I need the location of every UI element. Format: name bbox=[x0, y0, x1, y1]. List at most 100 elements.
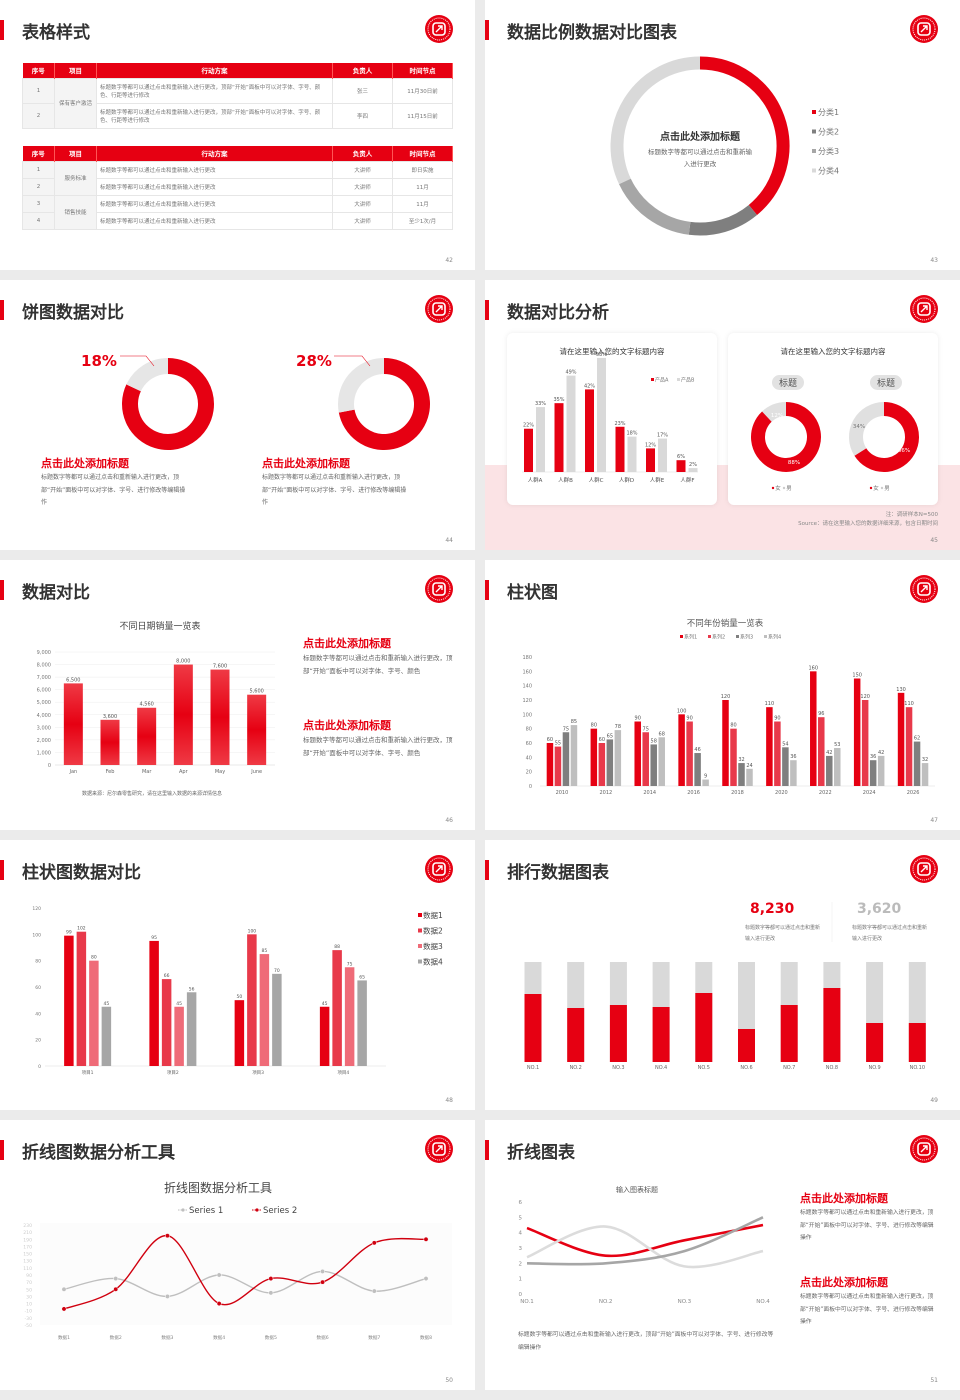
title-accent-bar bbox=[485, 20, 489, 40]
data-point bbox=[320, 1268, 326, 1274]
plot-area bbox=[40, 1223, 452, 1325]
legend-label: 分类4 bbox=[818, 166, 839, 176]
red-seal-logo-icon bbox=[910, 295, 938, 323]
legend-label: 数据3 bbox=[423, 941, 443, 951]
card-title: 请在这里输入您的文字标题内容 bbox=[780, 347, 886, 356]
legend-dot bbox=[869, 486, 873, 490]
slide-44[interactable]: 饼图数据对比 44 18% 28% 点击此处添加标题 标题数字等都可以通过点击和重新输入进… bbox=[0, 280, 475, 550]
red-seal-logo-icon bbox=[910, 1135, 938, 1163]
y-tick-label: 50 bbox=[26, 1287, 32, 1293]
title-accent-bar bbox=[0, 1140, 4, 1160]
logo-square bbox=[917, 22, 931, 36]
donut-label-pill: 标题 bbox=[870, 375, 903, 390]
bar bbox=[597, 357, 606, 472]
logo-square bbox=[432, 302, 446, 316]
donut-slice bbox=[122, 358, 214, 450]
bar bbox=[913, 741, 921, 786]
bar bbox=[332, 950, 342, 1066]
bar bbox=[897, 692, 905, 786]
source-note: Source：请在这里输入您的数据详细来源，包含日期时间 bbox=[798, 521, 938, 527]
category-label: Mar bbox=[142, 769, 152, 775]
y-tick-label: 6,000 bbox=[37, 688, 51, 694]
column-header: 负责人 bbox=[332, 146, 393, 161]
data-label: 24 bbox=[746, 763, 752, 769]
logo-ring bbox=[427, 857, 451, 881]
data-label: 75 bbox=[347, 961, 353, 967]
y-tick-label: 70 bbox=[26, 1280, 32, 1286]
y-tick-label: 110 bbox=[23, 1266, 32, 1272]
logo-square bbox=[917, 1142, 931, 1156]
legend-swatch bbox=[418, 959, 422, 964]
slide-49[interactable]: 排行数据图表 49 NO.1 NO.2 NO.3 NO.4 NO.5 NO.6 NO.7 NO.8… bbox=[485, 840, 960, 1110]
y-tick-label: 5 bbox=[519, 1215, 523, 1221]
category-label: NO.5 bbox=[698, 1065, 710, 1071]
page-number: 43 bbox=[930, 257, 938, 264]
donut-slice bbox=[762, 402, 787, 423]
bar bbox=[585, 389, 594, 472]
logo-ring bbox=[912, 1137, 936, 1161]
y-tick-label: 1 bbox=[519, 1277, 523, 1283]
bar bbox=[676, 460, 686, 472]
slide-45[interactable]: 数据对比分析 45 请在这里输入您的文字标题内容 请在这里输入您的文字标题内容 22% 3… bbox=[485, 280, 960, 550]
red-seal-logo-icon bbox=[910, 15, 938, 43]
red-seal-logo-icon bbox=[425, 295, 453, 323]
slide-title: 饼图数据对比 bbox=[22, 303, 124, 323]
page-number: 42 bbox=[445, 257, 453, 264]
bar bbox=[834, 748, 841, 786]
category-label: NO.3 bbox=[678, 1299, 692, 1305]
y-tick-label: 20 bbox=[526, 770, 532, 776]
data-label: 34% bbox=[853, 424, 865, 430]
bar bbox=[634, 721, 641, 786]
data-label: 120 bbox=[860, 694, 870, 700]
data-label: 3,600 bbox=[103, 714, 117, 720]
column-header: 项目 bbox=[54, 63, 97, 78]
y-tick-label: 30 bbox=[26, 1294, 32, 1300]
slide-43[interactable]: 数据比例数据对比图表 43 分类1 分类2 分类3 分类4 点击此处添加标题 标题数字等都可以… bbox=[485, 0, 960, 270]
slide-48[interactable]: 柱状图数据对比 48 0 20 40 60 80 100 120 99 102 80 45 项目1 95 66… bbox=[0, 840, 475, 1110]
legend-dot bbox=[255, 1208, 259, 1212]
data-label: 80 bbox=[730, 723, 736, 729]
bar bbox=[606, 739, 614, 786]
y-tick-label: 0 bbox=[38, 1064, 41, 1070]
series-line bbox=[526, 1216, 764, 1266]
bar bbox=[782, 747, 789, 786]
bar bbox=[921, 763, 929, 786]
legend-label: 分类2 bbox=[818, 127, 839, 137]
slide-47[interactable]: 柱状图 47 不同年份销量一览表 系列1 系列2 系列3 系列4 0 20 40 60 80 100 12… bbox=[485, 560, 960, 830]
series-line bbox=[63, 1270, 427, 1298]
leader-line bbox=[334, 355, 371, 367]
donut-label-pill: 标题 bbox=[772, 375, 805, 390]
page-number: 44 bbox=[445, 537, 453, 544]
bar bbox=[319, 1006, 330, 1066]
bar bbox=[694, 753, 701, 786]
data-label: 65 bbox=[607, 733, 613, 739]
legend-swatch bbox=[651, 378, 654, 381]
bar bbox=[570, 725, 578, 786]
bar bbox=[186, 992, 197, 1066]
logo-ring bbox=[427, 1137, 451, 1161]
bar bbox=[590, 728, 598, 786]
donut-slice bbox=[688, 204, 758, 236]
slide-51[interactable]: 折线图表 51 输入图表标题 0 1 2 3 4 5 6 NO.1 NO.2 NO.3 NO.4 标题数字等… bbox=[485, 1120, 960, 1390]
logo-glyph bbox=[920, 1145, 928, 1153]
table-header-row: 序号 项目 行动方案 负责人 时间节点 bbox=[22, 146, 453, 161]
y-tick-label: -50 bbox=[24, 1323, 32, 1329]
chart-layer: 0 20 40 60 80 100 120 99 102 80 45 项目1 95 66 45 56 项目2 50… bbox=[32, 906, 443, 1076]
logo-ring bbox=[912, 577, 936, 601]
bar bbox=[746, 768, 753, 786]
legend-label: 数据2 bbox=[423, 926, 443, 936]
bar bbox=[63, 683, 83, 765]
slide-46[interactable]: 数据对比 46 不同日期销量一览表 0 1,000 2,000 3,000 4,000 5,00… bbox=[0, 560, 475, 830]
slide-42[interactable]: 表格样式 42 序号 项目 行动方案 负责人 时间节点 1 保有客户激活 标题数字等都可以通过点击… bbox=[0, 0, 475, 270]
bar bbox=[89, 960, 99, 1066]
stat-value: 8,230 bbox=[750, 901, 795, 917]
y-tick-label: 9,000 bbox=[37, 650, 51, 656]
chart-layer: 18% 28% bbox=[81, 352, 430, 450]
y-tick-label: 3 bbox=[519, 1246, 523, 1252]
bar-value bbox=[524, 994, 542, 1062]
slide-50[interactable]: 折线图数据分析工具 50 折线图数据分析工具 Series 1 Series 2 -50-… bbox=[0, 1120, 475, 1390]
y-tick-label: 0 bbox=[48, 763, 51, 769]
logo-glyph bbox=[435, 305, 443, 313]
data-label: 53 bbox=[834, 742, 840, 748]
bar bbox=[566, 375, 576, 472]
